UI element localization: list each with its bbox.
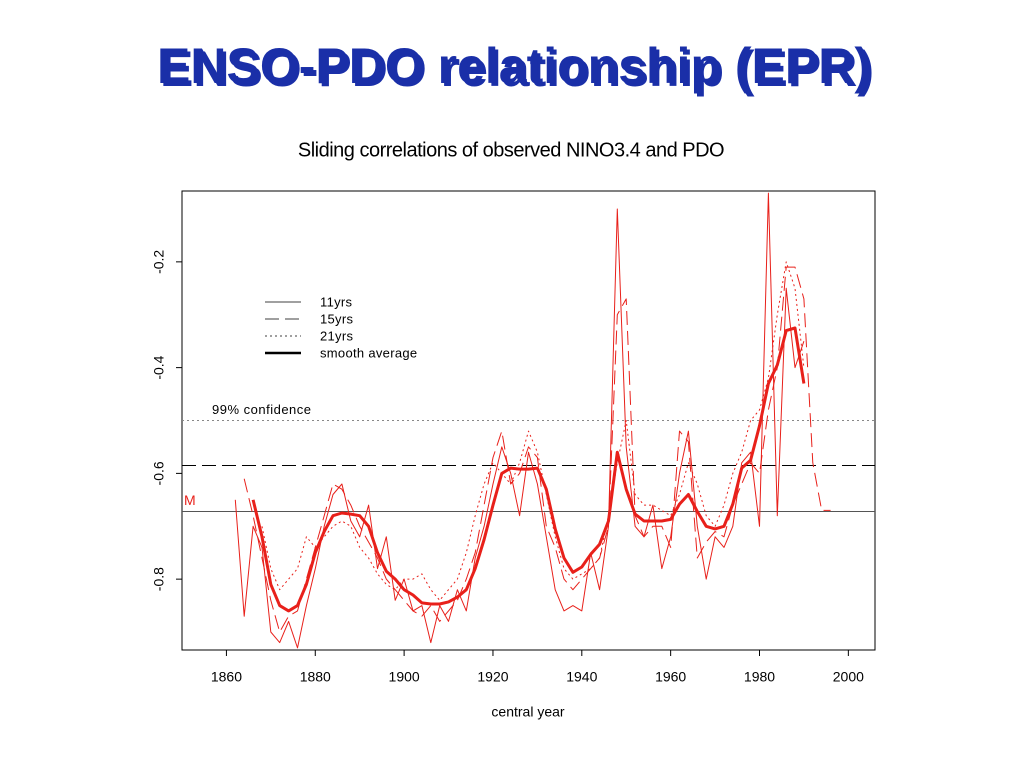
reference-label: 99% confidence [212,402,312,417]
x-tick-label: 1860 [211,669,242,685]
y-tick-label: -0.8 [151,567,167,591]
x-tick-label: 1960 [655,669,686,685]
x-tick-label: 2000 [833,669,864,685]
legend-label: 15yrs [320,311,353,326]
reference-label: M [184,492,196,508]
x-tick-label: 1880 [300,669,331,685]
x-tick-label: 1900 [389,669,420,685]
x-tick-label: 1940 [566,669,597,685]
x-tick-label: 1920 [477,669,508,685]
x-tick-label: 1980 [744,669,775,685]
legend-label: 21yrs [320,328,353,343]
y-tick-label: -0.6 [151,461,167,485]
slide-title: ENSO-PDO relationship (EPR) [157,38,871,94]
legend-label: smooth average [320,345,417,360]
series-line [251,326,806,613]
series-line [234,192,805,649]
x-axis-label: central year [491,704,564,720]
chart-title: Sliding correlations of observed NINO3.4… [298,139,724,161]
series-line [243,266,831,633]
legend-label: 11yrs [320,294,353,309]
y-tick-label: -0.2 [151,250,167,274]
y-tick-label: -0.4 [151,355,167,379]
slide-title-shadow: ENSO-PDO relationship (EPR) [160,41,874,97]
